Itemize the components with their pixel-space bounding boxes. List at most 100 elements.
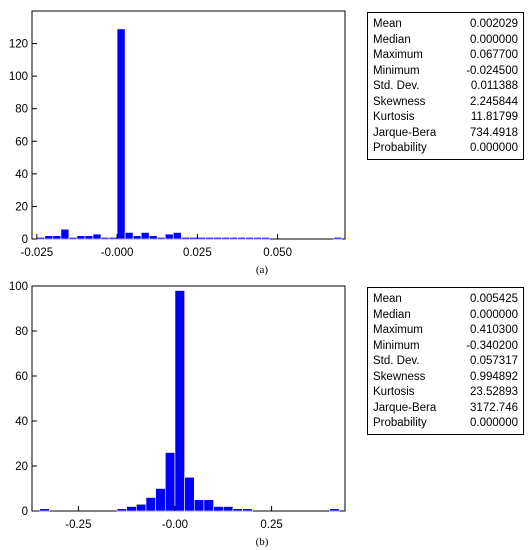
stats-label: Kurtosis: [373, 386, 415, 398]
histogram-bar: [100, 237, 110, 240]
y-tick-label: 100: [9, 71, 28, 83]
stats-label: Probability: [373, 142, 427, 154]
stats-table-b: Mean 0.005425 Median 0.000000 Maximum 0.41030…: [367, 287, 524, 435]
histogram-bar: [232, 508, 243, 512]
stats-value: 734.4918: [470, 126, 518, 139]
y-tick-label: 120: [9, 39, 28, 51]
histogram-bar: [242, 508, 253, 512]
stats-table-a: Mean 0.002029 Median 0.000000 Maximum 0.06770…: [367, 12, 524, 160]
y-tick-label: 100: [9, 281, 28, 293]
histogram-bar: [68, 237, 78, 240]
stats-label: Jarque-Bera: [373, 401, 437, 414]
stats-row: Kurtosis 11.81799: [368, 110, 523, 126]
stats-label: Std. Dev.: [373, 355, 420, 367]
stats-value: -0.024500: [466, 64, 518, 77]
stats-value: 0.994892: [470, 370, 518, 383]
y-tick-label: 20: [15, 201, 28, 213]
stats-label: Median: [373, 308, 411, 321]
histogram-bar: [333, 237, 343, 240]
histogram-bar: [124, 232, 134, 240]
figure-caption-a: (a): [256, 264, 269, 276]
histogram-bar: [222, 506, 234, 512]
stats-row: Kurtosis 23.52893: [368, 385, 523, 401]
y-tick-label: 80: [15, 326, 28, 338]
histogram-bar: [329, 508, 340, 512]
histogram-bar: [140, 232, 150, 240]
y-tick-label: 60: [15, 136, 28, 148]
x-tick-label: -0.000: [101, 247, 134, 259]
histogram-bar: [253, 237, 262, 240]
stats-value: 0.410300: [470, 324, 518, 336]
histogram-bar: [193, 499, 205, 512]
y-tick-label: 0: [22, 506, 28, 518]
stats-value: 11.81799: [470, 111, 518, 123]
stats-row: Skewness 0.994892: [368, 370, 523, 386]
histogram-bar: [237, 237, 246, 240]
stats-value: 3172.746: [470, 401, 518, 414]
stats-value: 0.000000: [470, 142, 518, 154]
stats-row: Std. Dev. 0.011388: [368, 79, 523, 95]
stats-row: Probability 0.000000: [368, 416, 523, 432]
stats-row: Maximum 0.067700: [368, 48, 523, 64]
histogram-bar: [165, 452, 176, 512]
y-tick-label: 20: [15, 461, 28, 473]
histogram-bar: [197, 237, 206, 240]
x-tick-label: 0.050: [263, 247, 292, 259]
stats-label: Skewness: [373, 370, 426, 383]
histogram-bar: [60, 228, 70, 240]
stats-value: 0.000000: [470, 33, 518, 46]
histogram-bar: [36, 237, 46, 240]
histogram-bar: [126, 506, 137, 512]
histogram-bar: [245, 237, 254, 240]
stats-row: Jarque-Bera 734.4918: [368, 126, 523, 142]
stats-label: Mean: [373, 18, 402, 30]
y-tick-label: 60: [15, 371, 28, 383]
histogram-bar: [172, 232, 182, 240]
stats-row: Skewness 2.245844: [368, 95, 523, 111]
y-tick-label: 40: [15, 416, 28, 428]
stats-label: Maximum: [373, 324, 423, 336]
stats-value: 2.245844: [470, 95, 518, 108]
histogram-bar: [92, 233, 102, 240]
stats-value: 0.005425: [470, 293, 518, 305]
histogram-bar: [136, 503, 147, 512]
histogram-bar: [39, 508, 50, 512]
histogram-bar: [148, 235, 158, 240]
histogram-bar: [164, 233, 174, 240]
histogram-bar: [180, 237, 190, 240]
histogram-bar: [213, 237, 222, 240]
stats-value: -0.340200: [466, 339, 518, 352]
x-tick-label: -0.00: [162, 519, 188, 531]
stats-row: Minimum -0.024500: [368, 64, 523, 80]
y-tick-label: 0: [22, 234, 28, 246]
histogram-bar: [205, 237, 214, 240]
stats-label: Probability: [373, 417, 427, 429]
stats-row: Jarque-Bera 3172.746: [368, 401, 523, 417]
histogram-bar: [52, 235, 62, 240]
stats-label: Maximum: [373, 49, 423, 61]
stats-row: Mean 0.005425: [368, 292, 523, 308]
stats-label: Minimum: [373, 64, 420, 77]
stats-label: Std. Dev.: [373, 80, 420, 92]
stats-row: Mean 0.002029: [368, 17, 523, 33]
stats-label: Kurtosis: [373, 111, 415, 123]
histogram-bar: [261, 237, 270, 240]
histogram-bar: [116, 28, 126, 240]
histogram-bar: [116, 508, 127, 512]
histogram-bar: [108, 237, 118, 240]
stats-row: Minimum -0.340200: [368, 339, 523, 355]
stats-row: Probability 0.000000: [368, 141, 523, 157]
stats-value: 0.000000: [470, 308, 518, 321]
histogram-bar: [221, 237, 230, 240]
histogram-bar: [203, 499, 214, 512]
histogram-bar: [84, 235, 94, 240]
x-tick-label: 0.25: [260, 519, 282, 531]
stats-row: Maximum 0.410300: [368, 323, 523, 339]
stats-value: 0.057317: [470, 355, 518, 367]
figure-caption-b: (b): [256, 536, 269, 548]
histogram-bar: [155, 488, 166, 512]
stats-label: Skewness: [373, 95, 426, 108]
histogram-bar: [189, 237, 198, 240]
stats-label: Minimum: [373, 339, 420, 352]
